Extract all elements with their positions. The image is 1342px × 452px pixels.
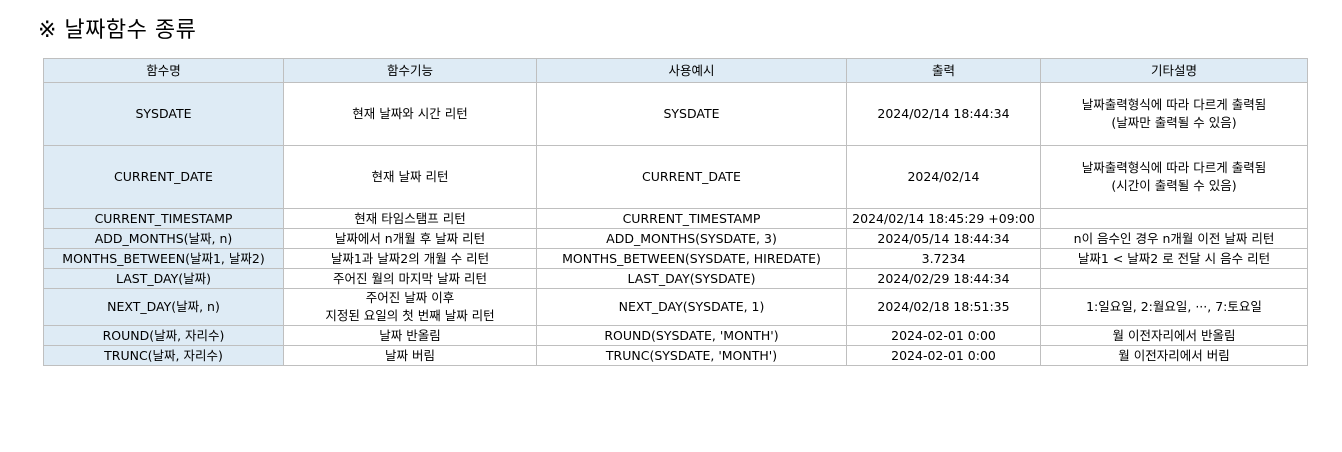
table-row: SYSDATE 현재 날짜와 시간 리턴 SYSDATE 2024/02/14 … [43, 82, 1308, 146]
table-row: CURRENT_TIMESTAMP 현재 타임스탬프 리턴 CURRENT_TI… [43, 208, 1308, 229]
function-feature-cell: 현재 타임스탬프 리턴 [283, 208, 537, 229]
column-header-function-feature: 함수기능 [283, 58, 537, 83]
table-row: LAST_DAY(날짜) 주어진 월의 마지막 날짜 리턴 LAST_DAY(S… [43, 268, 1308, 289]
function-name-cell: SYSDATE [43, 82, 284, 146]
note-line: 날짜출력형식에 따라 다르게 출력됨 [1081, 97, 1267, 112]
output-cell: 2024/02/14 [846, 145, 1041, 209]
table-row: ROUND(날짜, 자리수) 날짜 반올림 ROUND(SYSDATE, 'MO… [43, 325, 1308, 346]
output-cell: 3.7234 [846, 248, 1041, 269]
usage-example-cell: TRUNC(SYSDATE, 'MONTH') [536, 345, 847, 366]
usage-example-cell: SYSDATE [536, 82, 847, 146]
function-name-cell: LAST_DAY(날짜) [43, 268, 284, 289]
note-cell: 1:일요일, 2:월요일, ···, 7:토요일 [1040, 288, 1308, 326]
function-name-cell: TRUNC(날짜, 자리수) [43, 345, 284, 366]
usage-example-cell: LAST_DAY(SYSDATE) [536, 268, 847, 289]
date-functions-table: 함수명 함수기능 사용예시 출력 기타설명 SYSDATE 현재 날짜와 시간 … [43, 58, 1308, 366]
column-header-function-name: 함수명 [43, 58, 284, 83]
usage-example-cell: NEXT_DAY(SYSDATE, 1) [536, 288, 847, 326]
table-row: TRUNC(날짜, 자리수) 날짜 버림 TRUNC(SYSDATE, 'MON… [43, 345, 1308, 366]
function-feature-cell: 날짜 반올림 [283, 325, 537, 346]
note-cell: 날짜출력형식에 따라 다르게 출력됨 (날짜만 출력될 수 있음) [1040, 82, 1308, 146]
usage-example-cell: CURRENT_DATE [536, 145, 847, 209]
note-cell: 날짜출력형식에 따라 다르게 출력됨 (시간이 출력될 수 있음) [1040, 145, 1308, 209]
function-feature-cell: 현재 날짜와 시간 리턴 [283, 82, 537, 146]
function-name-cell: ADD_MONTHS(날짜, n) [43, 228, 284, 249]
output-cell: 2024/05/14 18:44:34 [846, 228, 1041, 249]
output-cell: 2024/02/18 18:51:35 [846, 288, 1041, 326]
function-name-cell: NEXT_DAY(날짜, n) [43, 288, 284, 326]
note-line: (날짜만 출력될 수 있음) [1111, 115, 1237, 130]
output-cell: 2024-02-01 0:00 [846, 325, 1041, 346]
function-name-cell: ROUND(날짜, 자리수) [43, 325, 284, 346]
note-line: 날짜출력형식에 따라 다르게 출력됨 [1081, 160, 1267, 175]
table-row: CURRENT_DATE 현재 날짜 리턴 CURRENT_DATE 2024/… [43, 145, 1308, 209]
function-name-cell: MONTHS_BETWEEN(날짜1, 날짜2) [43, 248, 284, 269]
function-feature-line: 주어진 날짜 이후 [365, 290, 455, 305]
function-feature-cell: 날짜1과 날짜2의 개월 수 리턴 [283, 248, 537, 269]
note-cell: n이 음수인 경우 n개월 이전 날짜 리턴 [1040, 228, 1308, 249]
function-name-cell: CURRENT_TIMESTAMP [43, 208, 284, 229]
note-cell: 월 이전자리에서 반올림 [1040, 325, 1308, 346]
output-cell: 2024/02/14 18:45:29 +09:00 [846, 208, 1041, 229]
page-title: ※ 날짜함수 종류 [38, 18, 197, 43]
function-feature-cell: 날짜 버림 [283, 345, 537, 366]
function-feature-cell: 현재 날짜 리턴 [283, 145, 537, 209]
function-feature-cell: 주어진 날짜 이후 지정된 요일의 첫 번째 날짜 리턴 [283, 288, 537, 326]
column-header-usage-example: 사용예시 [536, 58, 847, 83]
table-header-row: 함수명 함수기능 사용예시 출력 기타설명 [43, 58, 1308, 83]
usage-example-cell: MONTHS_BETWEEN(SYSDATE, HIREDATE) [536, 248, 847, 269]
usage-example-cell: ROUND(SYSDATE, 'MONTH') [536, 325, 847, 346]
function-name-cell: CURRENT_DATE [43, 145, 284, 209]
usage-example-cell: ADD_MONTHS(SYSDATE, 3) [536, 228, 847, 249]
note-cell: 월 이전자리에서 버림 [1040, 345, 1308, 366]
usage-example-cell: CURRENT_TIMESTAMP [536, 208, 847, 229]
function-feature-line: 지정된 요일의 첫 번째 날짜 리턴 [325, 308, 495, 323]
note-cell [1040, 268, 1308, 289]
function-feature-cell: 주어진 월의 마지막 날짜 리턴 [283, 268, 537, 289]
column-header-other-notes: 기타설명 [1040, 58, 1308, 83]
table-row: ADD_MONTHS(날짜, n) 날짜에서 n개월 후 날짜 리턴 ADD_M… [43, 228, 1308, 249]
table-row: MONTHS_BETWEEN(날짜1, 날짜2) 날짜1과 날짜2의 개월 수 … [43, 248, 1308, 269]
table-row: NEXT_DAY(날짜, n) 주어진 날짜 이후 지정된 요일의 첫 번째 날… [43, 288, 1308, 326]
output-cell: 2024-02-01 0:00 [846, 345, 1041, 366]
note-cell: 날짜1 < 날짜2 로 전달 시 음수 리턴 [1040, 248, 1308, 269]
function-feature-cell: 날짜에서 n개월 후 날짜 리턴 [283, 228, 537, 249]
note-cell [1040, 208, 1308, 229]
output-cell: 2024/02/14 18:44:34 [846, 82, 1041, 146]
column-header-output: 출력 [846, 58, 1041, 83]
note-line: (시간이 출력될 수 있음) [1111, 178, 1237, 193]
output-cell: 2024/02/29 18:44:34 [846, 268, 1041, 289]
